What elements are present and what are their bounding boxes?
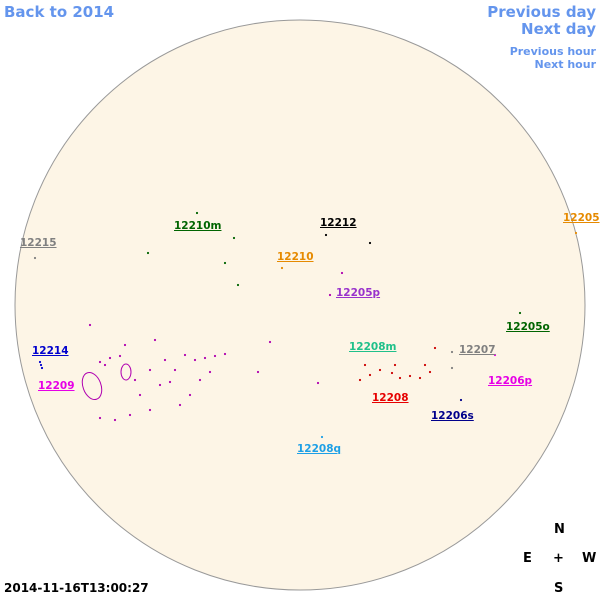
region-label[interactable]: 12205p — [336, 287, 381, 299]
region-label[interactable]: 12206p — [488, 375, 533, 387]
sunspot-dot — [459, 398, 463, 402]
sunspot-dot — [113, 418, 117, 422]
sunspot-dot — [168, 380, 172, 384]
sunspot-dot — [88, 323, 92, 327]
sunspot-dot — [198, 378, 202, 382]
compass-east: E — [523, 551, 532, 566]
sunspot-dot — [232, 236, 236, 240]
compass-north: N — [554, 522, 565, 537]
compass-south: S — [554, 581, 564, 596]
sunspot-dot — [33, 256, 37, 260]
region-label[interactable]: 12208m — [349, 341, 397, 353]
sunspot-dot — [398, 376, 402, 380]
sunspot-dot — [433, 346, 437, 350]
sunspot-dot — [450, 366, 454, 370]
previous-day-link[interactable]: Previous day — [487, 3, 596, 21]
sunspot-dot — [256, 370, 260, 374]
sunspot-dot — [316, 381, 320, 385]
sunspot-dot — [390, 371, 394, 375]
region-label[interactable]: 12208 — [372, 392, 409, 404]
sunspot-dot — [103, 363, 107, 367]
sunspot-dot — [358, 378, 362, 382]
sunspot-dot — [123, 343, 127, 347]
region-label[interactable]: 12206s — [431, 410, 474, 422]
sunspot-dot — [340, 271, 344, 275]
region-label[interactable]: 12205o — [506, 321, 550, 333]
sunspot-dot — [450, 350, 454, 354]
sunspot-dot — [188, 393, 192, 397]
sunspot-dot — [128, 413, 132, 417]
sunspot-dot — [146, 251, 150, 255]
region-label[interactable]: 12214 — [32, 345, 69, 357]
sunspot-dot — [38, 360, 42, 364]
sunspot-dot — [428, 370, 432, 374]
sunspot-dots — [33, 211, 578, 439]
sunspot-dot — [173, 368, 177, 372]
sunspot-dot — [98, 360, 102, 364]
region-label[interactable]: 12210 — [277, 251, 314, 263]
region-label[interactable]: 12207 — [459, 344, 496, 356]
sunspot-dot — [223, 352, 227, 356]
sunspot-dot — [574, 231, 578, 235]
spot-outline — [120, 363, 132, 381]
sunspot-dot — [368, 373, 372, 377]
region-label[interactable]: 12210m — [174, 220, 222, 232]
sunspot-dot — [178, 403, 182, 407]
sunspot-dot — [493, 353, 497, 357]
spot-outline — [81, 371, 103, 401]
sunspot-dot — [320, 435, 324, 439]
sunspot-dot — [195, 211, 199, 215]
compass-west: W — [582, 551, 597, 566]
region-label[interactable]: 12215 — [20, 237, 57, 249]
sunspot-dot — [39, 363, 43, 367]
sunspot-dot — [368, 241, 372, 245]
sunspot-dot — [163, 358, 167, 362]
sunspot-dot — [133, 378, 137, 382]
sunspot-dot — [423, 363, 427, 367]
sunspot-dot — [268, 340, 272, 344]
sunspot-dot — [223, 261, 227, 265]
sunspot-dot — [98, 416, 102, 420]
sunspot-dot — [518, 311, 522, 315]
timestamp: 2014-11-16T13:00:27 — [4, 581, 149, 595]
sunspot-dot — [118, 354, 122, 358]
region-label[interactable]: 12208q — [297, 443, 342, 455]
region-label[interactable]: 12212 — [320, 217, 357, 229]
sunspot-dot — [158, 383, 162, 387]
sunspot-dot — [213, 354, 217, 358]
sunspot-dot — [378, 368, 382, 372]
region-label[interactable]: 12209 — [38, 380, 75, 392]
solar-disk — [14, 19, 586, 591]
sunspot-dot — [138, 393, 142, 397]
sunspot-dot — [418, 376, 422, 380]
sunspot-dot — [40, 366, 44, 370]
region-label[interactable]: 12205 — [563, 212, 600, 224]
compass-center: + — [553, 551, 564, 566]
sunspot-dot — [108, 356, 112, 360]
sunspot-dot — [328, 293, 332, 297]
sunspot-dot — [208, 370, 212, 374]
sunspot-dot — [393, 363, 397, 367]
back-link[interactable]: Back to 2014 — [4, 3, 115, 21]
sunspot-dot — [148, 408, 152, 412]
sunspot-dot — [183, 353, 187, 357]
next-day-link[interactable]: Next day — [521, 20, 596, 38]
sunspot-dot — [280, 266, 284, 270]
sunspot-dot — [148, 368, 152, 372]
sunspot-dot — [203, 356, 207, 360]
sunspot-dot — [193, 358, 197, 362]
sunspot-dot — [236, 283, 240, 287]
sunspot-dot — [363, 363, 367, 367]
previous-hour-link[interactable]: Previous hour — [509, 45, 596, 58]
sunspot-dot — [324, 233, 328, 237]
sunspot-dot — [408, 374, 412, 378]
sunspot-dot — [153, 338, 157, 342]
next-hour-link[interactable]: Next hour — [534, 58, 597, 71]
